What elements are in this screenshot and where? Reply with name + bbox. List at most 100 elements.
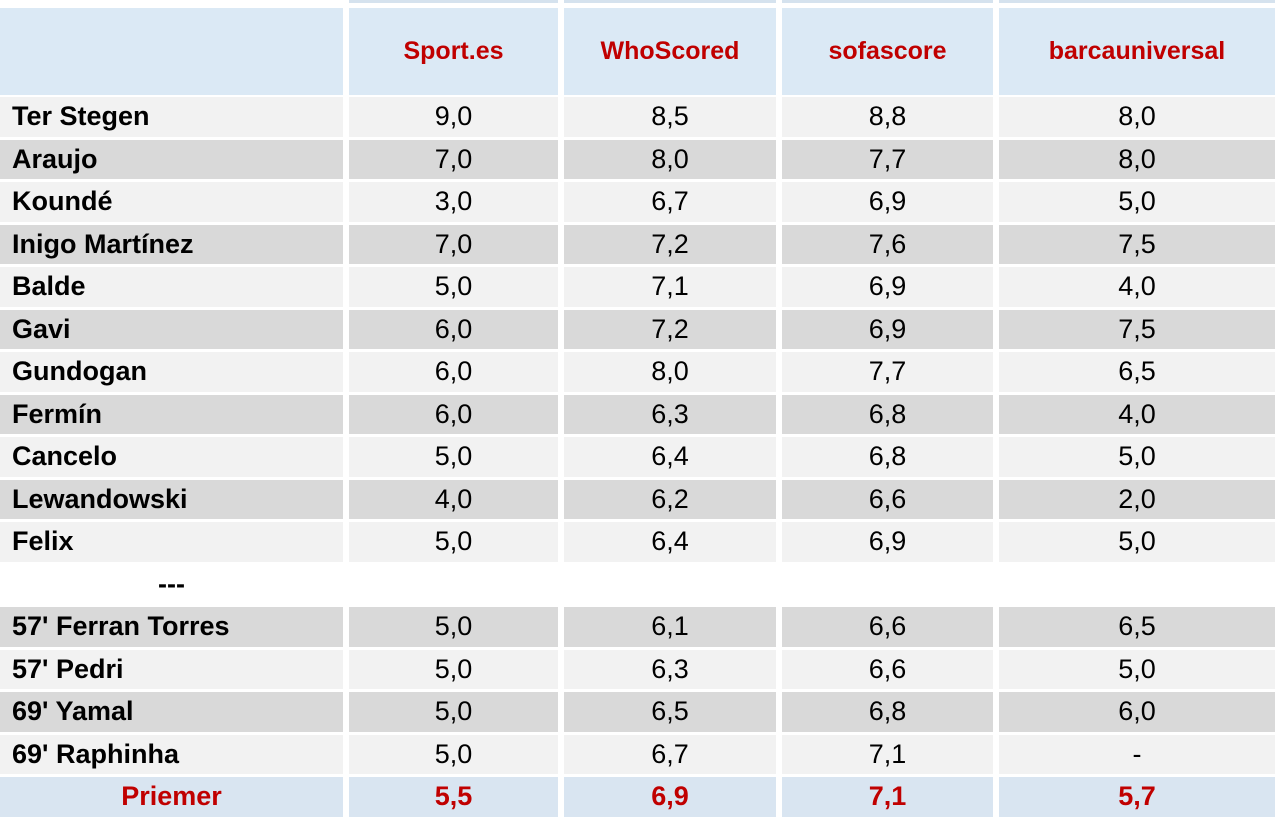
rating-value: 8,0 [564, 352, 776, 392]
rating-value: 5,0 [999, 522, 1275, 562]
rating-value: 4,0 [349, 479, 558, 519]
table-row: Araujo 7,0 8,0 7,7 8,0 [0, 139, 1283, 179]
rating-value: 8,0 [999, 139, 1275, 179]
rating-value: 4,0 [999, 394, 1275, 434]
rating-value: 6,4 [564, 522, 776, 562]
table-row: 57' Ferran Torres 5,0 6,1 6,6 6,5 [0, 607, 1283, 647]
rating-value: 4,0 [999, 267, 1275, 307]
rating-value: 7,5 [999, 309, 1275, 349]
player-name: Ter Stegen [0, 97, 343, 137]
rating-value: 5,0 [349, 437, 558, 477]
rating-value: 7,0 [349, 139, 558, 179]
rating-value: 6,9 [782, 309, 993, 349]
rating-value: 7,7 [782, 139, 993, 179]
table-row: Fermín 6,0 6,3 6,8 4,0 [0, 394, 1283, 434]
player-name: 57' Pedri [0, 649, 343, 689]
rating-value: 3,0 [349, 182, 558, 222]
rating-value: 6,0 [999, 692, 1275, 732]
column-header-sofascore: sofascore [782, 8, 993, 95]
rating-value: 6,9 [782, 522, 993, 562]
table-row: Felix 5,0 6,4 6,9 5,0 [0, 522, 1283, 562]
rating-value: 7,7 [782, 352, 993, 392]
rating-value: 5,0 [349, 692, 558, 732]
strip-segment [782, 0, 993, 3]
player-name: Felix [0, 522, 343, 562]
rating-value: 6,8 [782, 394, 993, 434]
separator-blank [782, 565, 993, 605]
header-row: Sport.es WhoScored sofascore barcauniver… [0, 8, 1283, 95]
player-name: Inigo Martínez [0, 224, 343, 264]
rating-value: 6,9 [782, 267, 993, 307]
separator-blank [349, 565, 558, 605]
table-row: Inigo Martínez 7,0 7,2 7,6 7,5 [0, 224, 1283, 264]
rating-value: 6,0 [349, 352, 558, 392]
column-header-sport-es: Sport.es [349, 8, 558, 95]
table-row: Ter Stegen 9,0 8,5 8,8 8,0 [0, 97, 1283, 137]
rating-value: 6,4 [564, 437, 776, 477]
rating-value: 6,2 [564, 479, 776, 519]
summary-value: 7,1 [782, 777, 993, 817]
strip-segment [564, 0, 776, 3]
rating-value: 5,0 [349, 607, 558, 647]
table-row: Gavi 6,0 7,2 6,9 7,5 [0, 309, 1283, 349]
rating-value: 7,6 [782, 224, 993, 264]
rating-value: 6,8 [782, 692, 993, 732]
rating-value: 5,0 [349, 649, 558, 689]
rating-value: 8,0 [999, 97, 1275, 137]
player-name: Araujo [0, 139, 343, 179]
corner-cell [0, 8, 343, 95]
strip-spacer [0, 0, 343, 3]
rating-value: 6,7 [564, 734, 776, 774]
rating-value: 7,5 [999, 224, 1275, 264]
rating-value: 5,0 [999, 182, 1275, 222]
rating-value: 6,6 [782, 479, 993, 519]
rating-value: 6,3 [564, 394, 776, 434]
rating-value: 8,5 [564, 97, 776, 137]
rating-value: 2,0 [999, 479, 1275, 519]
player-name: Balde [0, 267, 343, 307]
rating-value: 6,5 [999, 352, 1275, 392]
rating-value: 6,6 [782, 649, 993, 689]
rating-value: 7,1 [564, 267, 776, 307]
rating-value: 6,8 [782, 437, 993, 477]
rating-value: 7,0 [349, 224, 558, 264]
rating-value: 6,7 [564, 182, 776, 222]
rating-value: 8,8 [782, 97, 993, 137]
rating-value: 6,1 [564, 607, 776, 647]
table-row: Lewandowski 4,0 6,2 6,6 2,0 [0, 479, 1283, 519]
separator-label: --- [158, 568, 185, 599]
summary-label: Priemer [0, 777, 343, 817]
rating-value: 5,0 [349, 267, 558, 307]
summary-value: 5,7 [999, 777, 1275, 817]
table-row: Balde 5,0 7,1 6,9 4,0 [0, 267, 1283, 307]
rating-value: 5,0 [349, 522, 558, 562]
rating-value: 6,5 [564, 692, 776, 732]
player-name: Lewandowski [0, 479, 343, 519]
player-name: 57' Ferran Torres [0, 607, 343, 647]
rating-value: 6,0 [349, 394, 558, 434]
rating-value: 7,2 [564, 224, 776, 264]
table-row: 69' Raphinha 5,0 6,7 7,1 - [0, 734, 1283, 774]
table-row: Gundogan 6,0 8,0 7,7 6,5 [0, 352, 1283, 392]
rating-value: 5,0 [999, 437, 1275, 477]
rating-value: 6,9 [782, 182, 993, 222]
rating-value: 6,0 [349, 309, 558, 349]
player-name: Cancelo [0, 437, 343, 477]
table-row: Cancelo 5,0 6,4 6,8 5,0 [0, 437, 1283, 477]
rating-value: 7,1 [782, 734, 993, 774]
rating-value: 6,5 [999, 607, 1275, 647]
rating-value: 8,0 [564, 139, 776, 179]
player-name: 69' Raphinha [0, 734, 343, 774]
rating-value: 7,2 [564, 309, 776, 349]
separator-row: --- [0, 565, 1283, 605]
rating-value: 5,0 [349, 734, 558, 774]
player-name: 69' Yamal [0, 692, 343, 732]
table-row: 69' Yamal 5,0 6,5 6,8 6,0 [0, 692, 1283, 732]
separator-blank [564, 565, 776, 605]
rating-value: - [999, 734, 1275, 774]
rating-value: 6,3 [564, 649, 776, 689]
player-name: Fermín [0, 394, 343, 434]
table-row: Koundé 3,0 6,7 6,9 5,0 [0, 182, 1283, 222]
rating-value: 6,6 [782, 607, 993, 647]
